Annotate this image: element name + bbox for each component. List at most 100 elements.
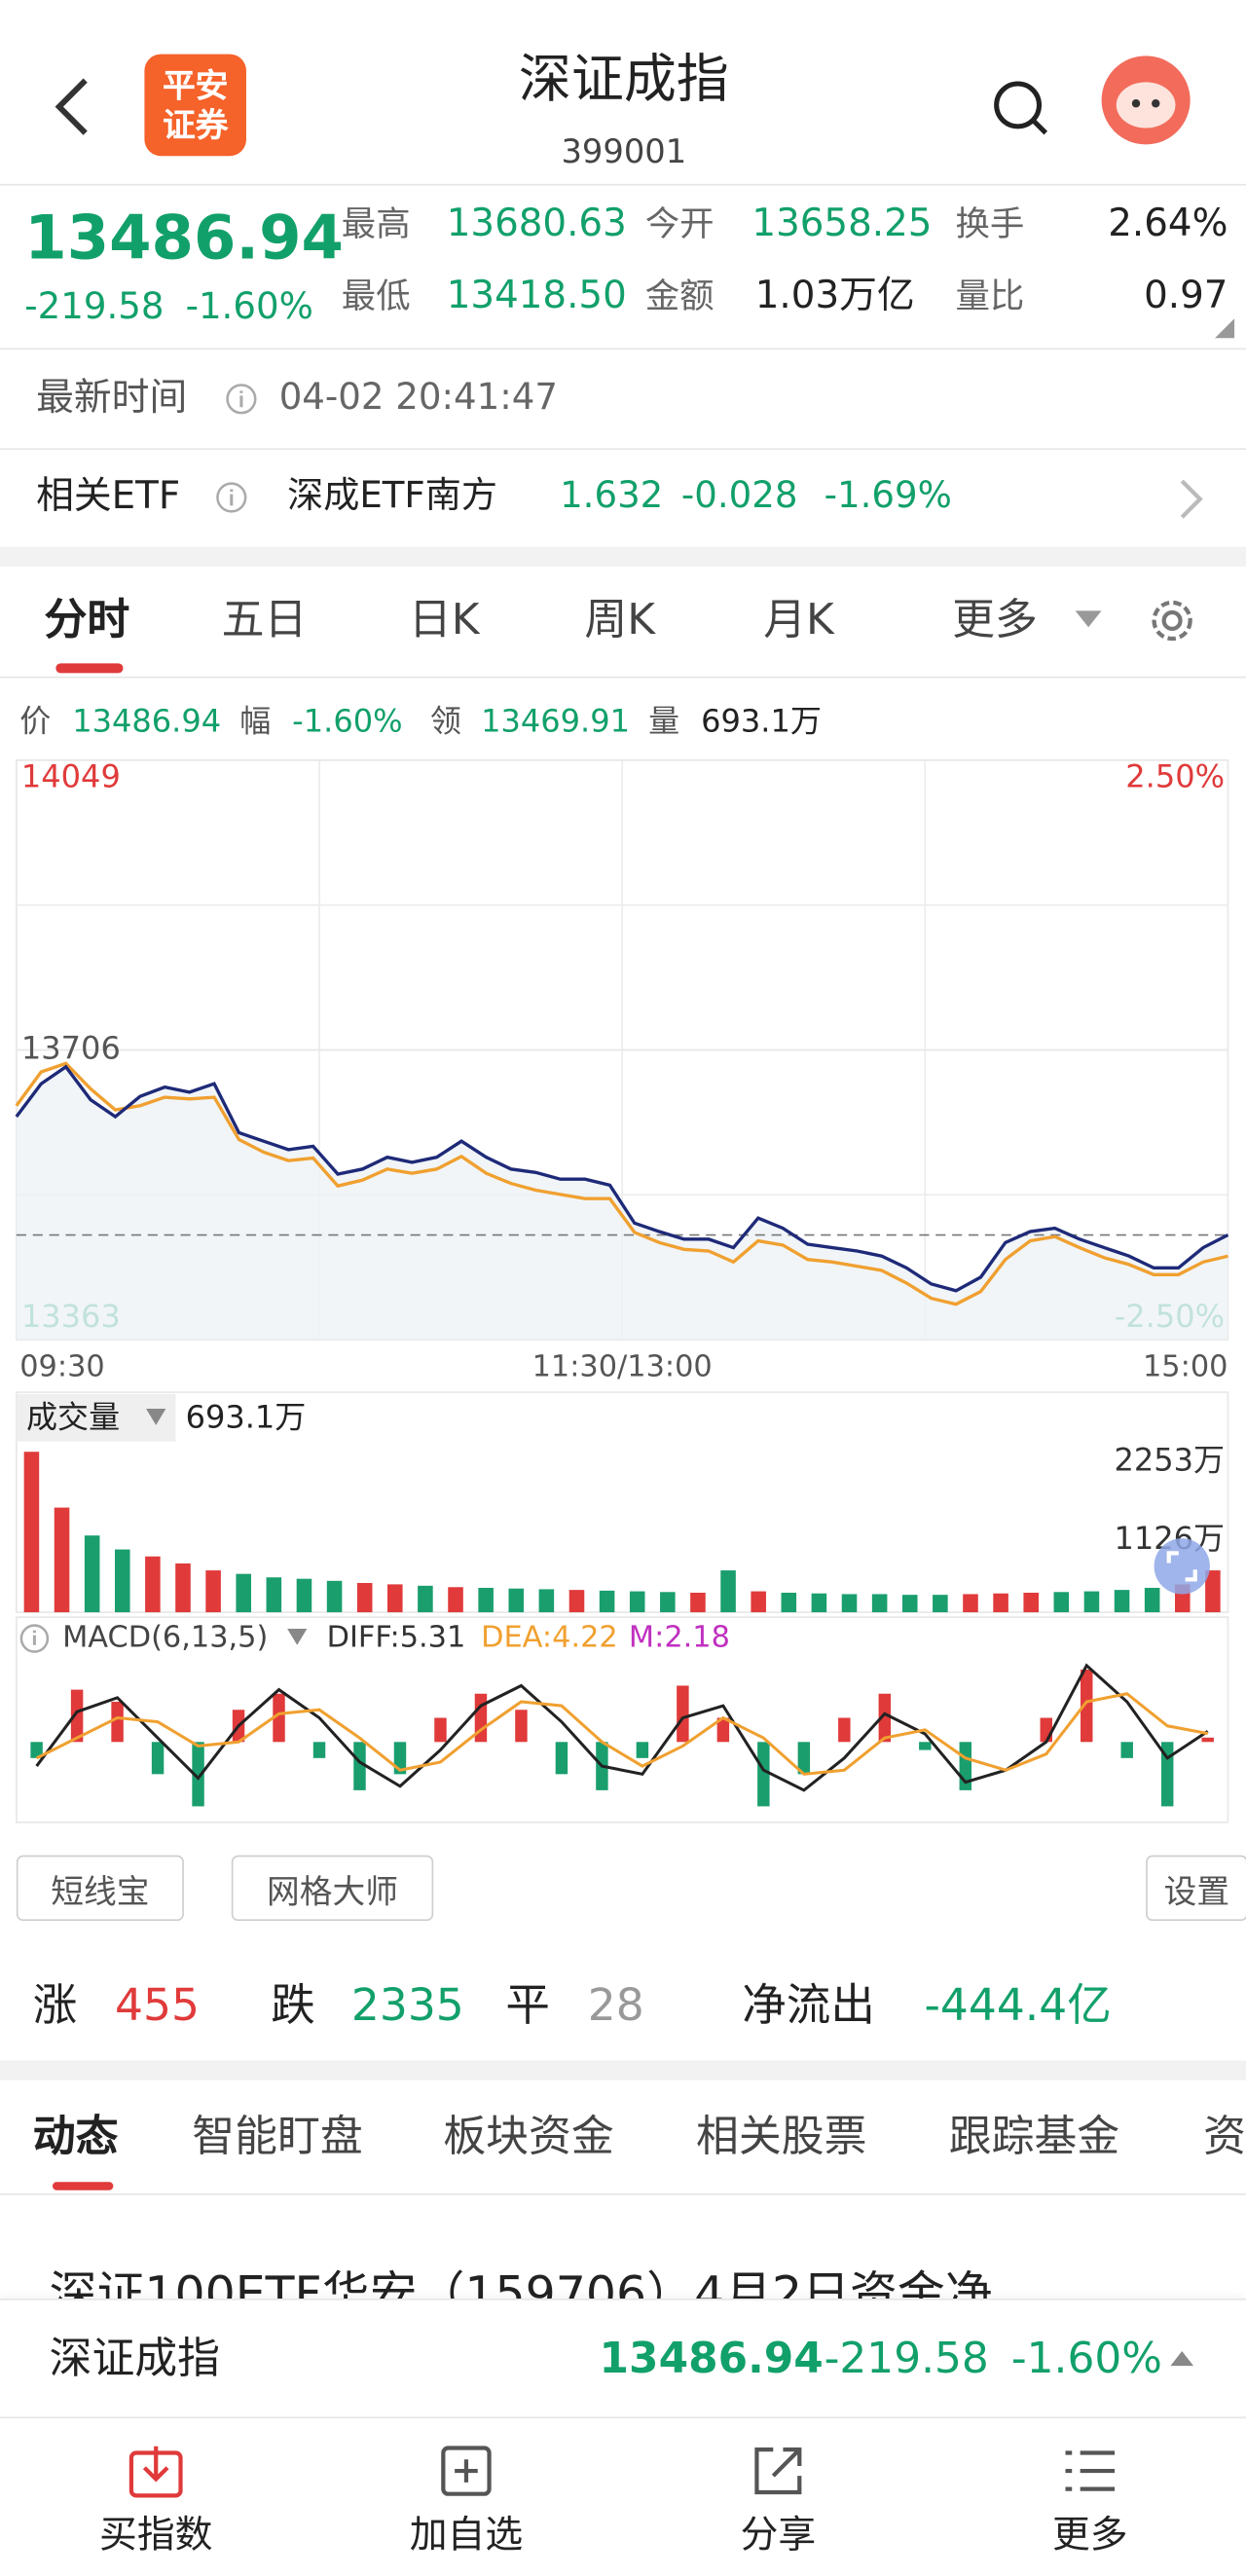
divider [0,2193,1246,2195]
news-headline[interactable]: 深证100ETF华安（159706）4月2日资金净 [49,2265,993,2300]
info-tab[interactable]: 板块资金 [443,2113,614,2163]
nav-icon[interactable] [1062,2443,1118,2498]
settings-button[interactable] [1146,594,1198,646]
volume-bar [387,1584,403,1613]
series-line [15,1061,1228,1306]
up-count: 455 [115,1980,200,2032]
macd-bar [838,1717,851,1743]
macd-bar [434,1717,447,1743]
etf-name[interactable]: 深成ETF南方 [287,476,497,518]
flow-label: 净流出 [742,1980,875,2032]
chevron[interactable] [1174,476,1207,522]
tool-button[interactable]: 设置 [1146,1855,1246,1922]
chart-tab[interactable]: 周K [584,596,655,645]
nav-icon[interactable] [751,2443,806,2498]
volume-title[interactable]: 成交量 [25,1399,121,1436]
expand-arrow[interactable] [1169,2348,1195,2368]
tab-indicator [52,2182,114,2190]
time-label: 最新时间 [36,377,188,420]
separator [0,546,1246,567]
back-button[interactable] [50,74,99,139]
info-icon[interactable] [215,481,248,514]
macd-bar [1081,1669,1093,1743]
volume-bar [418,1585,433,1613]
volume-bar [1083,1591,1100,1613]
macd-bar [757,1742,770,1807]
macd-bar [1160,1742,1174,1807]
down-count: 2335 [350,1980,464,2032]
legend-entry: M:2.18 [628,1620,730,1655]
volume-bar [901,1595,918,1613]
macd-bar [878,1693,892,1743]
info-tab[interactable]: 动态 [32,2113,119,2163]
volume-bar [448,1587,463,1613]
chart-tab[interactable]: 分时 [44,596,130,645]
info-icon[interactable] [225,383,258,416]
x-tick-label: 09:30 [19,1349,104,1383]
macd-bar [716,1717,730,1743]
macd-bar [1120,1742,1133,1758]
dropdown-arrow [287,1628,308,1645]
info-tab[interactable]: 智能盯盘 [192,2113,363,2163]
logo-text: 平安 [162,65,229,105]
chart-tab[interactable]: 五日 [221,596,308,645]
nav-label[interactable]: 更多 [1052,2514,1128,2558]
tab-indicator [55,663,124,674]
macd-bar [111,1701,124,1743]
volume-bar [205,1570,221,1613]
x-tick-label: 11:30/13:00 [532,1349,713,1383]
bottom-quote-bar[interactable] [0,2299,1246,2419]
chart-tab[interactable]: 日K [408,596,480,645]
field-value: 1.03万亿 [754,275,915,318]
etf-label[interactable]: 相关ETF [36,475,181,519]
nav-label[interactable]: 分享 [740,2514,817,2558]
macd-bar [1040,1717,1052,1743]
volume-bar [1205,1570,1221,1613]
nav-label[interactable]: 加自选 [409,2514,524,2558]
dropdown-arrow [1075,610,1102,628]
nav-icon[interactable] [128,2443,184,2498]
volume-bar [84,1535,100,1613]
field-label: 最低 [341,276,411,316]
volume-bar [326,1580,343,1613]
avatar[interactable] [1100,55,1191,146]
field-label: 最高 [341,203,411,244]
info-label: 幅 [239,703,272,740]
macd-title[interactable]: MACD(6,13,5) [62,1620,269,1655]
macd-line [35,1692,1208,1776]
expand-button[interactable] [1153,1536,1212,1596]
divider [0,676,1246,679]
volume-bar [236,1573,252,1613]
info-icon[interactable] [18,1622,52,1655]
macd-bar [70,1689,84,1743]
bottom-price: 13486.94 [599,2335,824,2384]
volume-bar [629,1591,645,1613]
nav-bar [0,2416,1246,2576]
info-tab[interactable]: 跟踪基金 [948,2113,1120,2163]
field-value: 13658.25 [751,202,933,246]
flow-value: -444.4亿 [924,1980,1112,2032]
divider [0,183,1246,186]
info-tab[interactable]: 相关股票 [696,2113,867,2163]
nav-icon[interactable] [438,2443,494,2498]
field-value: 13418.50 [446,275,627,318]
macd-bar [192,1742,204,1807]
up-label: 涨 [32,1980,78,2032]
info-tab[interactable]: 资 [1203,2113,1246,2163]
volume-selector[interactable] [16,1393,176,1442]
down-label: 跌 [271,1980,315,2032]
tool-button[interactable]: 短线宝 [16,1855,184,1922]
volume-bar [660,1592,676,1613]
dropdown-arrow [146,1408,166,1425]
chart-tab[interactable]: 更多 [952,596,1038,645]
nav-label[interactable]: 买指数 [99,2514,213,2558]
volume-bar [478,1587,494,1613]
flat-label: 平 [505,1980,550,2032]
search-button[interactable] [988,76,1053,141]
info-label: 价 [19,703,52,740]
tool-button[interactable]: 网格大师 [231,1855,434,1922]
flat-count: 28 [587,1980,644,2032]
volume-bar [114,1549,130,1613]
chart-tab[interactable]: 月K [763,596,834,645]
